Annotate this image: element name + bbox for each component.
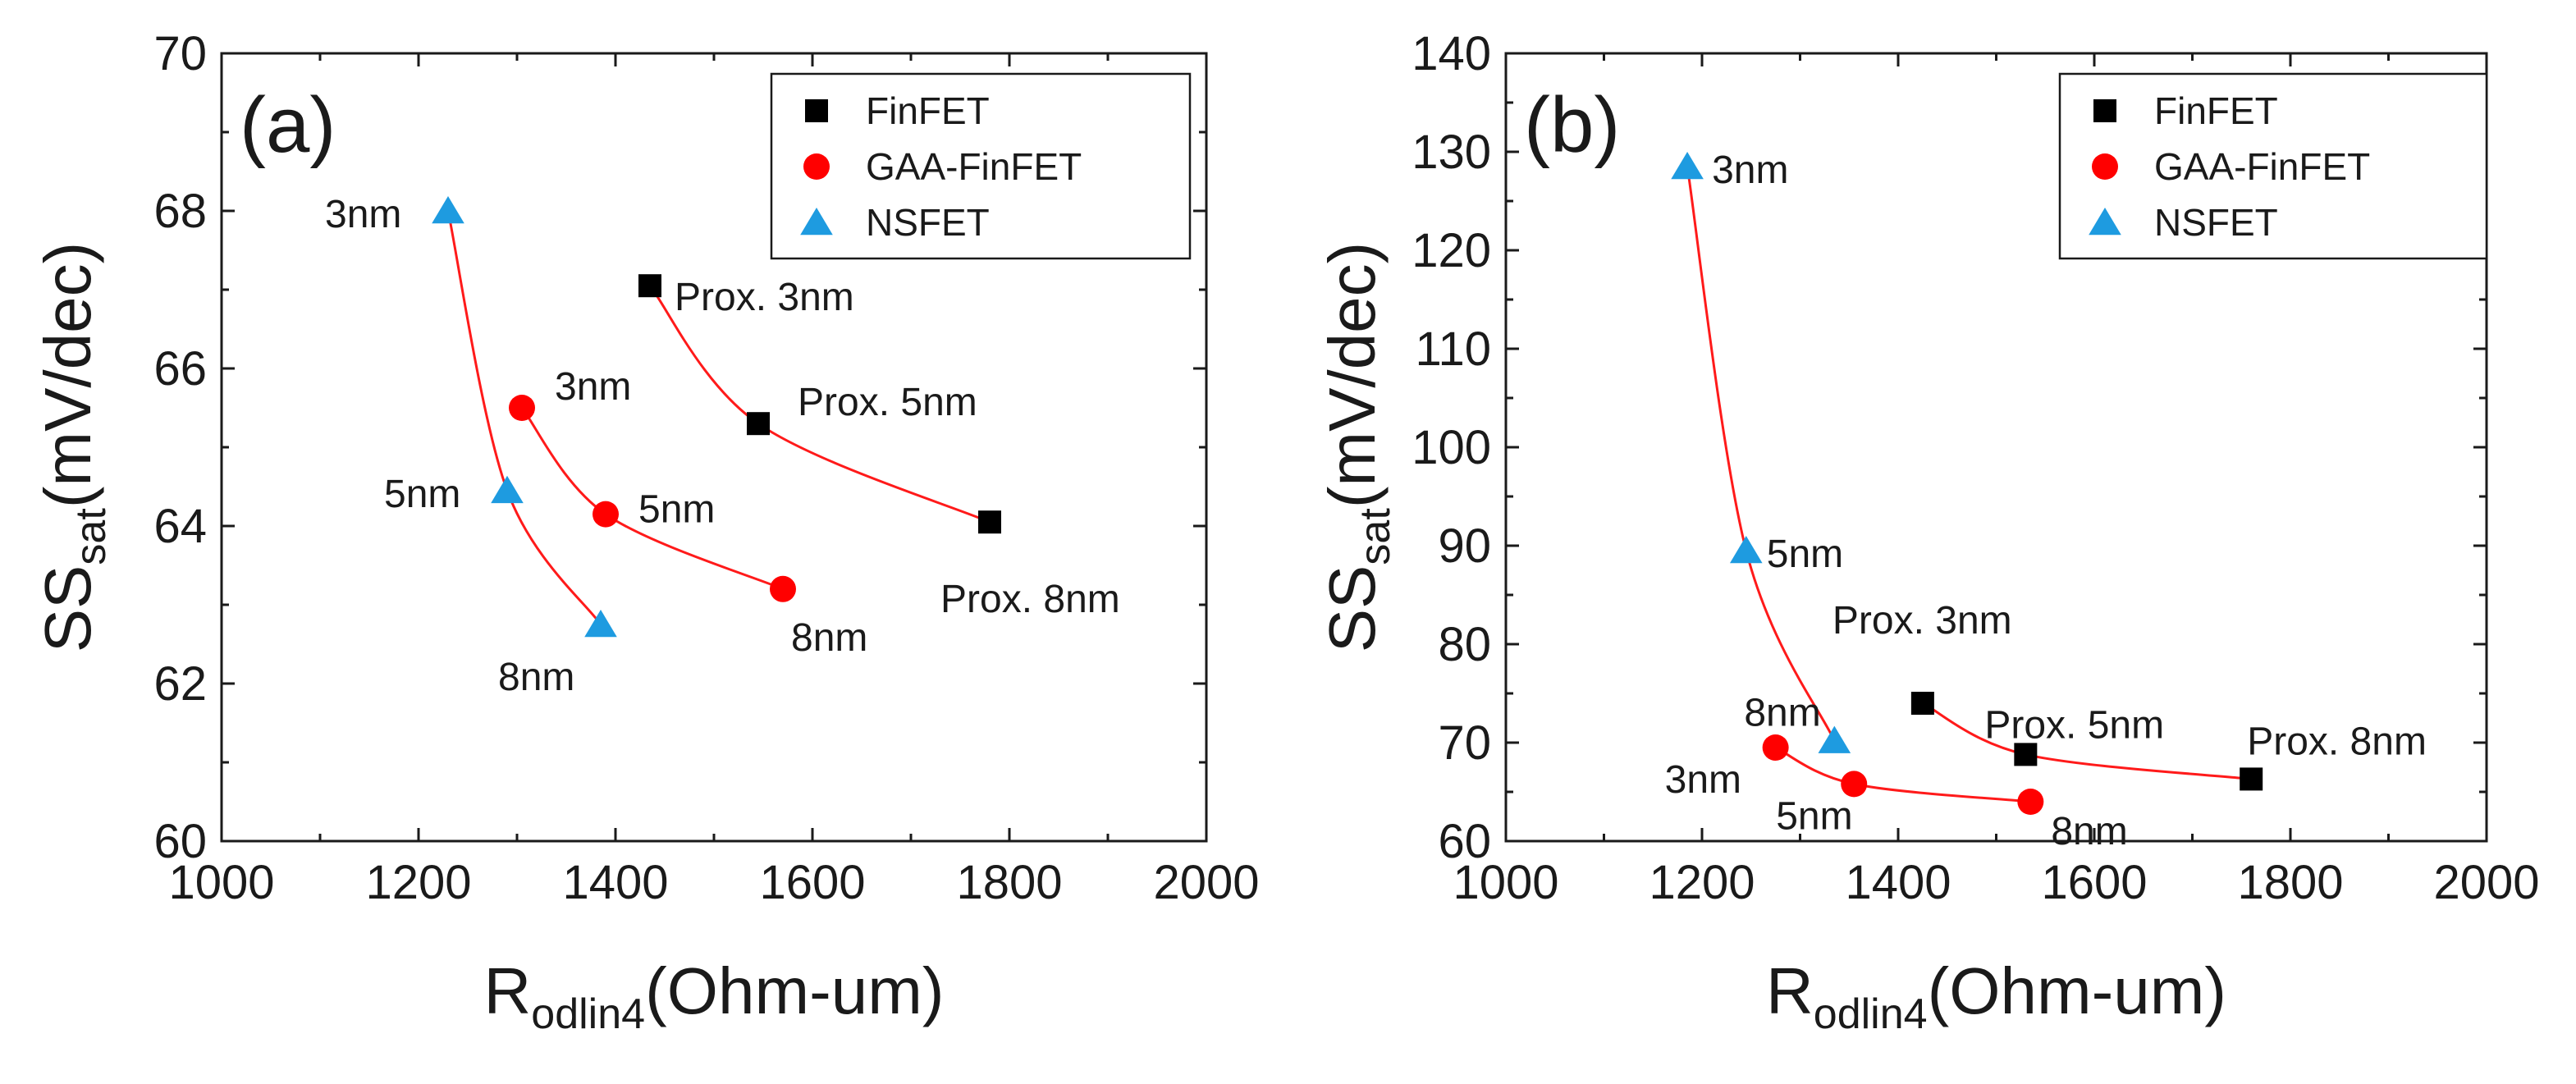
legend-box bbox=[770, 72, 1192, 260]
point-label: 5nm bbox=[638, 488, 715, 532]
point-label: 5nm bbox=[1776, 794, 1852, 838]
x-tick-label: 1000 bbox=[1453, 856, 1558, 909]
point-label: 3nm bbox=[1712, 149, 1788, 192]
point-label: 5nm bbox=[384, 473, 460, 516]
nsfet-point bbox=[1729, 536, 1763, 564]
y-tick-label: 68 bbox=[153, 185, 207, 238]
point-label: 3nm bbox=[325, 193, 401, 236]
legend-label: NSFET bbox=[2154, 201, 2278, 244]
point-label: Prox. 8nm bbox=[2247, 720, 2427, 763]
fit-curve-gaa-finfet bbox=[1774, 746, 2031, 803]
nsfet-point bbox=[584, 610, 617, 638]
nsfet-point bbox=[432, 196, 464, 224]
x-tick-label: 1200 bbox=[1649, 856, 1755, 909]
x-axis-title: Rodlin4(Ohm-um) bbox=[484, 954, 945, 1038]
fit-curve-nsfet bbox=[1686, 166, 1836, 742]
y-tick-label: 130 bbox=[1412, 126, 1491, 179]
point-label: Prox. 3nm bbox=[675, 276, 854, 319]
finfet-point bbox=[1910, 692, 1934, 715]
x-tick-label: 1800 bbox=[2237, 856, 2343, 909]
gaa-finfet-point bbox=[509, 395, 535, 421]
point-label: 3nm bbox=[555, 365, 631, 409]
x-tick-label: 2000 bbox=[1153, 856, 1259, 909]
legend-label: GAA-FinFET bbox=[866, 145, 1082, 188]
point-label: 8nm bbox=[498, 656, 574, 699]
chart-panel-a: 1000 1200 1400 1600 1800 2000 60 62 64 66 68 70 Rodl… bbox=[31, 27, 1260, 1038]
legend-marker-nsfet bbox=[800, 208, 833, 236]
point-label: Prox. 8nm bbox=[940, 578, 1120, 621]
y-tick-label: 70 bbox=[1438, 716, 1491, 770]
panel-label: (b) bbox=[1524, 81, 1620, 169]
legend-marker-nsfet bbox=[2089, 208, 2121, 236]
gaa-finfet-point bbox=[593, 501, 619, 528]
finfet-point bbox=[978, 510, 1001, 534]
legend: FinFET GAA-FinFET NSFET bbox=[2058, 72, 2488, 260]
legend-label: FinFET bbox=[2154, 89, 2278, 132]
x-tick-label: 1400 bbox=[562, 856, 668, 909]
legend-marker-gaa-finfet bbox=[2092, 153, 2118, 180]
y-axis-title: SSsat(mV/dec) bbox=[31, 242, 115, 653]
x-axis-title: Rodlin4(Ohm-um) bbox=[1766, 954, 2226, 1038]
chart-panel-b: 1000 1200 1400 1600 1800 2000 60 70 80 90 100 110 12… bbox=[1315, 27, 2540, 1038]
nsfet-point bbox=[1671, 152, 1704, 180]
x-tick-label: 1400 bbox=[1845, 856, 1951, 909]
y-tick-label: 140 bbox=[1412, 27, 1491, 80]
y-tick-label: 90 bbox=[1438, 519, 1491, 573]
legend-marker-gaa-finfet bbox=[803, 153, 830, 180]
legend-marker-finfet bbox=[2093, 99, 2116, 122]
point-label: Prox. 5nm bbox=[1984, 703, 2164, 747]
y-tick-label: 60 bbox=[1438, 815, 1491, 868]
y-tick-label: 110 bbox=[1416, 322, 1491, 376]
legend-label: FinFET bbox=[866, 89, 990, 132]
legend: FinFET GAA-FinFET NSFET bbox=[770, 72, 1192, 260]
x-tick-label: 1800 bbox=[956, 856, 1062, 909]
y-axis-title: SSsat(mV/dec) bbox=[1315, 242, 1399, 653]
y-tick-label: 100 bbox=[1412, 421, 1491, 474]
finfet-point bbox=[2014, 743, 2038, 766]
y-tick-label: 120 bbox=[1412, 224, 1491, 277]
point-label: 8nm bbox=[791, 616, 867, 660]
point-label: 8nm bbox=[2051, 810, 2127, 853]
gaa-finfet-point bbox=[1841, 771, 1868, 798]
gaa-finfet-point bbox=[770, 575, 796, 602]
point-label: Prox. 5nm bbox=[798, 381, 977, 424]
x-tick-label: 1600 bbox=[2041, 856, 2147, 909]
nsfet-point bbox=[491, 475, 524, 504]
x-tick-label: 1000 bbox=[168, 856, 274, 909]
x-tick-label: 2000 bbox=[2433, 856, 2539, 909]
y-tick-label: 80 bbox=[1438, 618, 1491, 671]
point-label: Prox. 3nm bbox=[1832, 599, 2012, 643]
finfet-point bbox=[638, 274, 661, 298]
x-tick-label: 1200 bbox=[365, 856, 471, 909]
y-tick-label: 66 bbox=[153, 342, 207, 396]
fit-curve-nsfet bbox=[446, 210, 602, 625]
panel-label: (a) bbox=[240, 81, 336, 169]
y-tick-label: 70 bbox=[153, 27, 207, 80]
gaa-finfet-point bbox=[2017, 789, 2044, 815]
legend-marker-finfet bbox=[805, 99, 828, 122]
finfet-point bbox=[747, 412, 770, 436]
point-label: 5nm bbox=[1767, 533, 1843, 576]
y-tick-label: 64 bbox=[153, 500, 207, 553]
x-tick-label: 1600 bbox=[759, 856, 865, 909]
legend-label: NSFET bbox=[866, 201, 990, 244]
finfet-point bbox=[2240, 767, 2263, 791]
gaa-finfet-point bbox=[1762, 734, 1789, 761]
y-tick-label: 60 bbox=[153, 815, 207, 868]
y-tick-label: 62 bbox=[153, 657, 207, 711]
legend-label: GAA-FinFET bbox=[2154, 145, 2370, 188]
point-label: 8nm bbox=[1744, 692, 1820, 735]
point-label: 3nm bbox=[1665, 758, 1741, 802]
nsfet-point bbox=[1818, 725, 1851, 753]
legend-box bbox=[2058, 72, 2488, 260]
